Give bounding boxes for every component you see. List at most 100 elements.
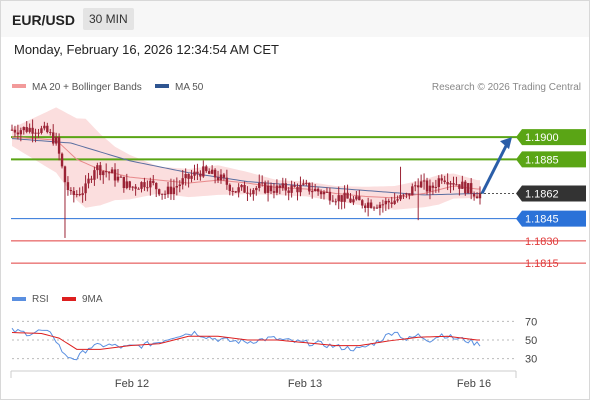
candle xyxy=(87,172,90,189)
candle xyxy=(225,169,229,190)
current-price-label: 1.1862 xyxy=(525,188,559,200)
candle xyxy=(443,175,446,185)
candle xyxy=(358,189,361,201)
candle xyxy=(205,164,208,173)
candle xyxy=(187,173,190,188)
candle xyxy=(181,170,184,190)
candle xyxy=(152,175,155,186)
candle xyxy=(163,190,167,199)
candle xyxy=(272,182,276,199)
candle xyxy=(160,193,164,200)
candle xyxy=(90,175,93,183)
candle xyxy=(146,180,149,192)
candles xyxy=(10,119,482,238)
candle xyxy=(464,180,467,196)
rsi-tick-label: 30 xyxy=(525,354,537,366)
candle xyxy=(408,193,411,200)
candle xyxy=(190,169,193,183)
candle xyxy=(81,186,84,203)
candle xyxy=(246,186,249,201)
candle xyxy=(104,163,108,178)
forecast-arrow-shaft xyxy=(480,141,510,195)
candle xyxy=(57,133,61,161)
symbol-title: EUR/USD xyxy=(12,12,76,28)
candle xyxy=(434,179,438,193)
candle xyxy=(184,168,187,186)
candle xyxy=(422,173,426,190)
candle xyxy=(269,182,273,195)
candle xyxy=(78,187,81,197)
candle xyxy=(405,192,408,199)
candle xyxy=(293,181,296,188)
candle xyxy=(128,180,131,191)
level-label-1-1830: 1.1830 xyxy=(525,236,559,248)
candle xyxy=(231,187,234,196)
rsi-legend-label: RSI xyxy=(32,294,49,305)
candle xyxy=(102,170,105,184)
candle xyxy=(116,168,120,183)
candle xyxy=(60,152,64,169)
candle xyxy=(346,184,349,199)
ma20-line xyxy=(11,136,480,199)
candle xyxy=(366,197,370,217)
candle xyxy=(199,170,202,181)
x-tick-label: Feb 12 xyxy=(115,378,149,390)
x-tick-label: Feb 13 xyxy=(288,378,322,390)
candle xyxy=(213,168,217,184)
candle xyxy=(54,132,58,146)
candle xyxy=(137,187,140,190)
candle xyxy=(28,123,31,134)
forecast-arrow xyxy=(480,137,512,195)
candle xyxy=(37,128,40,138)
candle xyxy=(40,125,43,135)
ma50-legend-label: MA 50 xyxy=(175,82,204,93)
candle xyxy=(414,181,417,192)
ma20-legend-label: MA 20 + Bollinger Bands xyxy=(32,82,142,93)
candle xyxy=(290,180,293,198)
candle xyxy=(469,178,473,200)
candle xyxy=(46,122,49,134)
timeframe-button[interactable]: 30 MIN xyxy=(83,8,134,30)
ma50-legend-swatch xyxy=(155,84,169,88)
candle xyxy=(178,180,181,193)
level-label-1-1885: 1.1885 xyxy=(525,154,559,166)
ma9-legend-swatch xyxy=(62,297,76,301)
ma20-legend-swatch xyxy=(12,84,26,88)
candle xyxy=(361,199,364,209)
candle xyxy=(390,196,393,208)
level-tag-1-1885: 1.1885 xyxy=(516,151,586,168)
candle xyxy=(119,175,123,178)
ma50-line xyxy=(11,138,480,196)
candle xyxy=(99,161,102,181)
candle xyxy=(208,168,211,175)
candle xyxy=(393,192,396,205)
candle xyxy=(440,174,443,184)
level-label-1-1815: 1.1815 xyxy=(525,258,559,270)
moving-averages xyxy=(11,136,480,199)
candle xyxy=(387,198,390,210)
candle xyxy=(175,177,179,196)
candle xyxy=(169,178,173,200)
candle xyxy=(299,176,302,197)
candle xyxy=(110,167,114,174)
candle xyxy=(258,174,261,192)
candle xyxy=(243,181,246,193)
level-tag-1-1845: 1.1845 xyxy=(516,210,586,227)
rsi-line xyxy=(11,327,481,361)
research-credit: Research © 2026 Trading Central xyxy=(432,82,581,93)
candle xyxy=(455,176,458,186)
candle xyxy=(281,177,284,191)
candle xyxy=(255,185,258,196)
candle xyxy=(425,177,429,195)
candle xyxy=(125,173,128,190)
candle xyxy=(234,190,237,194)
candle xyxy=(452,176,455,191)
rsi-tick-label: 70 xyxy=(525,316,537,328)
candle xyxy=(49,128,52,136)
candle xyxy=(472,191,476,201)
candle xyxy=(322,190,326,200)
candle xyxy=(349,193,352,203)
candle xyxy=(369,199,373,209)
level-label-1-1900: 1.1900 xyxy=(525,132,559,144)
